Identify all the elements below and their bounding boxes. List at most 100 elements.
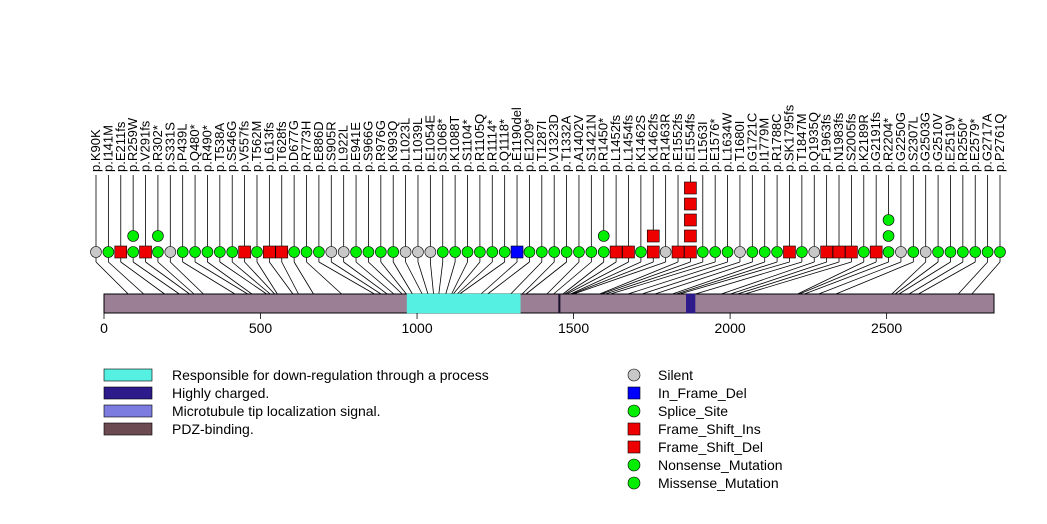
legend-label-silent: Silent (658, 367, 693, 383)
marker-p-l1023l-0 (399, 246, 412, 258)
connector-p-r490 (207, 261, 258, 299)
mutation-label-p-s966g: p.S966G (360, 121, 375, 172)
mutation-label-p-s2005fs: p.S2005fs (843, 113, 858, 172)
marker-p-s1068-0 (436, 246, 449, 258)
domain-highly-charged (686, 293, 696, 314)
connector-p-e1554fs (590, 261, 691, 299)
connector-p-v1323d (517, 261, 555, 299)
mutation-label-p-k1088t: p.K1088T (447, 116, 462, 172)
connector-p-g2717a (954, 261, 988, 299)
connector-p-d677g (293, 261, 317, 299)
mutation-label-p-l1023l: p.L1023L (398, 118, 413, 172)
marker-p-i141m-0 (102, 246, 115, 258)
connector-p-q1118 (453, 261, 505, 299)
mutation-label-p-f1963fs: p.F1963fs (819, 114, 834, 172)
marker-p-p439l-0 (176, 246, 189, 258)
marker-p-s2307l-0 (907, 246, 920, 258)
connector-p-s331s (170, 261, 208, 299)
connector-p-e1552fs (589, 261, 679, 299)
legend-label-frame-shift-ins: Frame_Shift_Ins (658, 421, 761, 437)
connector-p-s905r (331, 261, 388, 299)
connector-p-r1788c (663, 261, 778, 299)
connector-p-k2189r (789, 261, 864, 299)
marker-p-r1788c-0 (771, 246, 783, 258)
marker-p-f1963fs-0 (820, 245, 833, 259)
mutation-label-p-g2191fs: p.G2191fs (868, 112, 883, 172)
legend-label-missense-mutation: Missense_Mutation (658, 475, 779, 491)
connector-p-sk1795fs (665, 261, 790, 299)
connector-p-r976g (380, 261, 410, 299)
connector-p-t562m (256, 261, 281, 299)
marker-p-q480-0 (189, 246, 201, 258)
connector-p-t538a (219, 261, 273, 299)
marker-p-k1462fs-1 (646, 229, 660, 243)
connector-p-k1462fs (561, 261, 654, 299)
marker-p-t562m-0 (251, 246, 263, 258)
connector-p-e1054e (429, 261, 435, 299)
connector-p-r1463r (561, 261, 666, 299)
connector-p-t628fs (281, 261, 301, 299)
connector-p-s546g (231, 261, 276, 299)
mutation-label-p-v291fs: p.V291fs (138, 120, 153, 172)
lollipop-stems (95, 175, 1001, 313)
mutation-label-p-p2761q: p.P2761Q (992, 113, 1007, 172)
connector-p-a1402v (542, 261, 580, 299)
mutation-label-p-s1068: p.S1068* (435, 119, 450, 173)
marker-p-l1634w-0 (721, 246, 734, 258)
mutation-label-p-e2579: p.E2579* (967, 118, 982, 172)
marker-p-s966g-0 (362, 246, 375, 258)
connector-p-f1963fs (718, 261, 827, 299)
mutation-label-p-t538a: p.T538A (212, 123, 227, 172)
mutation-label-p-d677g: p.D677G (286, 120, 301, 172)
marker-p-v557fs-0 (238, 245, 251, 259)
marker-p-k1462fs-0 (646, 245, 660, 259)
marker-p-r490-0 (201, 246, 214, 258)
connector-p-v291fs (145, 261, 196, 299)
mutation-label-p-g1721c: p.G1721C (744, 113, 759, 172)
mutation-label-p-q1118: p.Q1118* (497, 119, 512, 172)
connector-p-k1088t (444, 261, 456, 299)
marker-p-e1190del-0 (510, 245, 524, 259)
marker-p-t1847m-0 (796, 246, 808, 258)
marker-p-r2204-2 (882, 214, 895, 226)
marker-p-e1554fs-2 (684, 213, 697, 227)
marker-p-t1680i-0 (734, 246, 746, 258)
marker-p-a1402v-0 (573, 246, 585, 258)
connector-p-t1847m (682, 261, 802, 299)
mutation-label-p-l1634w: p.L1634W (720, 112, 735, 172)
marker-p-s1421n-0 (585, 246, 598, 258)
connector-p-p439l (182, 261, 242, 299)
axis-tick-label-1500: 1500 (558, 320, 589, 336)
mutation-label-p-g2510v: p.G2510V (930, 113, 945, 172)
connector-p-e211fs (120, 261, 171, 299)
mutation-label-p-r2550: p.R2550* (955, 118, 970, 172)
connector-p-l1634w (615, 261, 728, 299)
domain-responsible-for-down-regulation-through-a-process (406, 293, 521, 314)
connector-p-r1105q (449, 261, 481, 299)
marker-p-k1088t-0 (449, 246, 461, 258)
mutation-label-p-r1463r: p.R1463R (658, 113, 673, 172)
marker-p-k2189r-0 (857, 246, 870, 258)
legend-swatch-responsible-for-down-regulation-through-a-process (103, 368, 153, 382)
mutation-label-p-e1576: p.E1576* (707, 119, 722, 173)
marker-p-r1105q-0 (474, 246, 486, 258)
connector-p-r773h (306, 261, 347, 299)
marker-p-r1114-0 (486, 246, 499, 258)
marker-p-g2191fs-0 (869, 245, 883, 259)
position-axis: 0 500 1000 1500 2000 2500 (100, 313, 902, 336)
legend-label-responsible-for-down-regulation-through-a-process: Responsible for down-regulation through … (172, 367, 489, 383)
connector-p-e1190del (476, 261, 518, 299)
legend-marker-frame-shift-ins (627, 422, 641, 436)
protein-track (103, 293, 995, 314)
mutation-label-p-g2717a: p.G2717A (980, 113, 995, 172)
mutation-label-p-k1462s: p.K1462S (633, 115, 648, 172)
connector-p-l1039l (417, 261, 430, 299)
legend-marker-silent (627, 368, 641, 382)
mutation-label-p-sk1795fs: p.SK1795fs (781, 104, 796, 172)
marker-p-g2717a-0 (981, 246, 994, 258)
marker-p-sk1795fs-0 (783, 245, 796, 259)
legend-label-splice-site: Splice_Site (658, 403, 728, 419)
connector-p-r259w (132, 261, 186, 299)
mutation-label-p-t1847m: p.T1847M (794, 113, 809, 172)
legend-label-microtubule-tip-localization-signal: Microtubule tip localization signal. (172, 403, 381, 419)
